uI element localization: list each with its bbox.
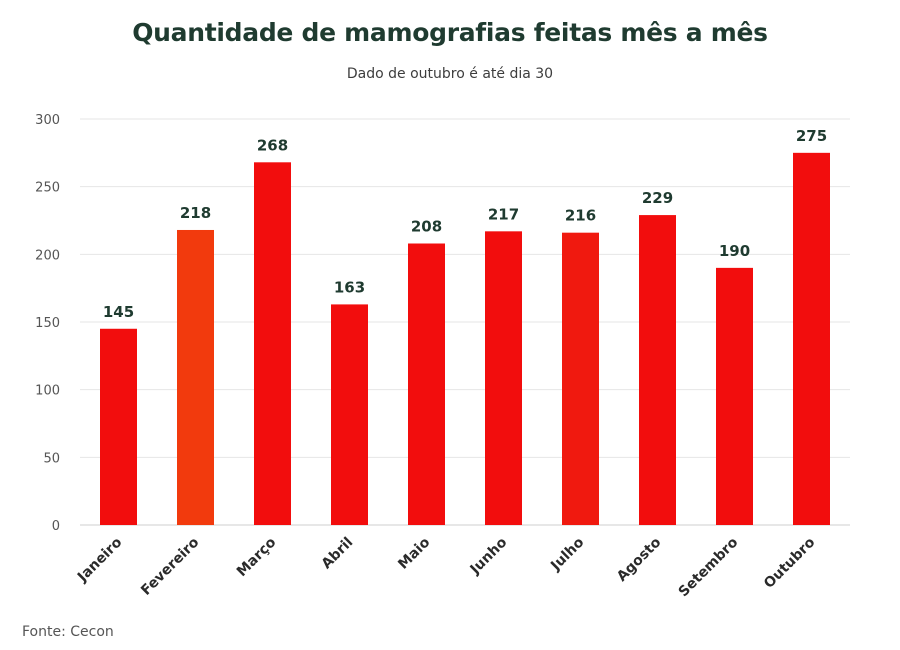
x-tick-label: Agosto: [614, 534, 665, 585]
data-label: 216: [565, 207, 596, 225]
bar-maro: [254, 162, 291, 525]
data-labels: 145 218 268 163 208 217 216 229 190 275: [103, 127, 827, 321]
data-label: 163: [334, 278, 365, 296]
y-tick-label: 100: [35, 384, 60, 399]
bar-maio: [408, 243, 445, 526]
y-tick-label: 250: [35, 181, 60, 196]
data-label: 229: [642, 189, 673, 207]
bar-fevereiro: [177, 229, 214, 525]
bar-janeiro: [100, 328, 137, 525]
y-axis-ticks: 0 50 100 150 200 250 300: [35, 113, 60, 534]
bar-outubro: [793, 152, 830, 526]
data-label: 208: [411, 218, 442, 236]
y-tick-label: 200: [35, 248, 60, 263]
data-label: 275: [796, 127, 827, 145]
chart-title: Quantidade de mamografias feitas mês a m…: [132, 18, 768, 47]
x-axis-ticks: Janeiro Fevereiro Março Abril Maio Junho Julho…: [74, 534, 818, 600]
bar-setembro: [716, 267, 753, 525]
data-label: 217: [488, 205, 519, 223]
y-tick-label: 150: [35, 316, 60, 331]
x-tick-label: Janeiro: [74, 534, 125, 585]
y-tick-label: 0: [52, 519, 60, 534]
x-tick-label: Outubro: [761, 534, 819, 592]
data-label: 268: [257, 136, 288, 154]
data-label: 145: [103, 303, 134, 321]
bar-agosto: [639, 215, 676, 525]
x-tick-label: Setembro: [676, 534, 742, 600]
bar-abril: [331, 304, 368, 525]
bar-junho: [485, 231, 522, 525]
x-tick-label: Abril: [319, 535, 357, 573]
bar-julho: [562, 232, 599, 525]
bars: [100, 152, 830, 526]
x-tick-label: Março: [234, 534, 280, 580]
x-tick-label: Maio: [395, 534, 433, 572]
x-tick-label: Fevereiro: [138, 534, 202, 598]
data-label: 190: [719, 242, 750, 260]
chart-subtitle: Dado de outubro é até dia 30: [346, 66, 554, 82]
x-tick-label: Junho: [467, 534, 511, 578]
y-tick-label: 50: [43, 451, 60, 466]
data-label: 218: [180, 204, 211, 222]
source-note: Fonte: Cecon: [22, 624, 114, 640]
y-tick-label: 300: [35, 113, 60, 128]
x-tick-label: Julho: [547, 534, 587, 574]
